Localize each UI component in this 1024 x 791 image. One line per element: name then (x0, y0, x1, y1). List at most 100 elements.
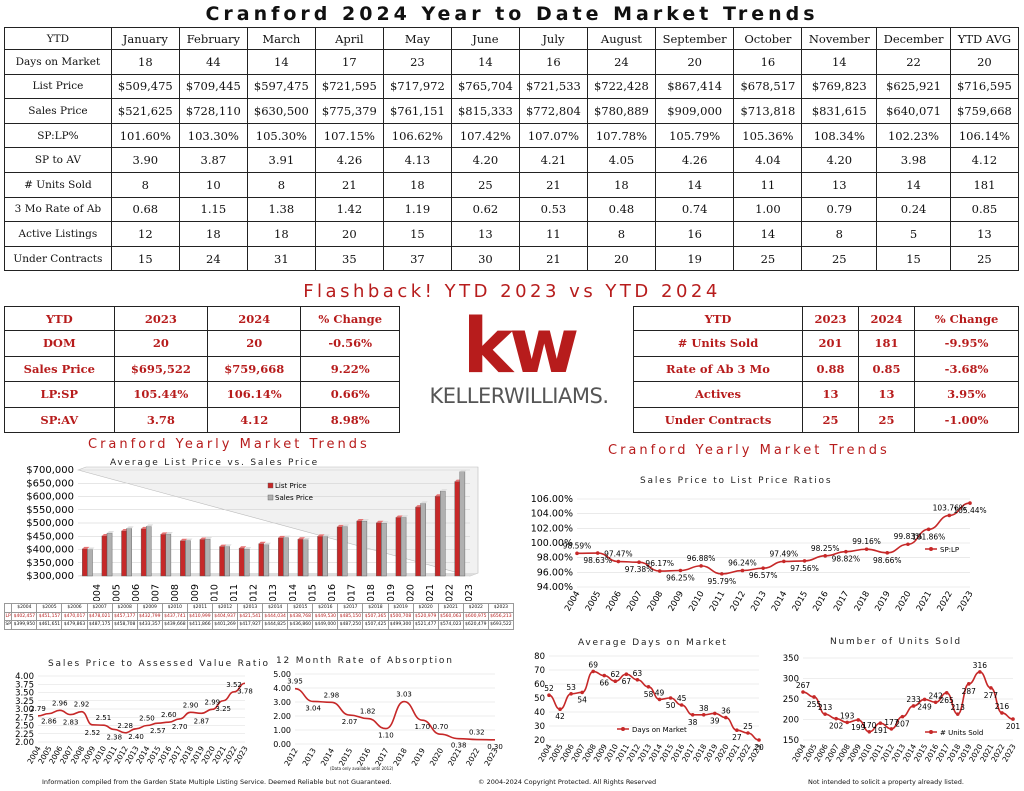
table-cell: 12 (110, 221, 180, 247)
legend-label: # Units Sold (940, 729, 983, 737)
table-cell: $709,445 (178, 73, 248, 100)
x-tick-label: 2019 (873, 590, 892, 614)
table-cell: 20 (949, 49, 1020, 75)
data-point (602, 673, 607, 678)
data-label: 2.57 (150, 727, 166, 735)
y-tick-label: 98.00% (537, 553, 573, 564)
table-cell: 19 (654, 245, 735, 272)
data-label: 98.25% (811, 544, 840, 553)
sp-cell: $499,300 (387, 620, 414, 630)
data-label: 99.16% (852, 537, 881, 546)
row-label: 3 Mo Rate of Ab (4, 196, 112, 223)
sales-price-bar (106, 532, 113, 577)
table-cell: 181 (949, 171, 1020, 198)
data-label: 96.88% (687, 554, 716, 563)
y-tick-label: $300,000 (26, 571, 74, 582)
data-point (635, 678, 640, 682)
table-cell: $759,668 (949, 98, 1020, 124)
bar-top-face (82, 546, 90, 549)
lp-row: LP $402,457 $451,157 $470,017 $478,021 $457,1… (3, 611, 515, 621)
data-label: 2.83 (63, 719, 79, 727)
list-price-bar (140, 528, 147, 577)
table-cell: 105.79% (654, 122, 735, 149)
table-cell: 25 (801, 245, 878, 272)
table-cell: $909,000 (654, 98, 735, 124)
table-cell: 15 (110, 245, 180, 272)
sales-price-bar (263, 544, 270, 577)
x-tick-label: 2005 (111, 584, 122, 601)
table-cell: 20 (207, 330, 302, 357)
sp-cell: $487,250 (337, 620, 364, 630)
list-price-bar (160, 534, 167, 577)
y-tick-label: 3.75 (15, 680, 34, 690)
year-cell: $2004 (11, 603, 38, 613)
bar-top-face (317, 534, 325, 537)
row-label: LP (3, 611, 13, 621)
sales-price-bar (361, 520, 368, 577)
table-cell: 0.24 (876, 196, 951, 223)
days-on-market-line-chart: 2030405060708020042005200620072008200920… (534, 652, 764, 764)
data-label: 207 (895, 720, 910, 729)
table-cell: 4.20 (801, 147, 878, 173)
table-header-row: YTD 2023 2024% Change (633, 306, 1019, 331)
table-cell: $722,428 (586, 73, 656, 100)
table-cell: 4.20 (450, 147, 520, 173)
x-tick-label: 2016 (355, 746, 372, 767)
data-point (867, 730, 872, 734)
data-label: 50 (666, 701, 676, 710)
column-header: July (518, 27, 588, 50)
bar-top-face (185, 538, 193, 541)
data-label: 63 (633, 669, 643, 678)
y-tick-label: 40 (534, 708, 545, 718)
data-label: 38 (688, 718, 698, 727)
ratio-chart-title: Sales Price to List Price Ratios (640, 476, 833, 486)
year-cell: $2016 (312, 603, 339, 613)
sales-price-bar (322, 536, 328, 577)
sp-cell: $507,425 (362, 620, 389, 630)
y-tick-label: 106.00% (531, 494, 573, 505)
column-header: October (733, 27, 803, 50)
table-cell: 11 (518, 221, 588, 247)
x-tick-label: 2017 (347, 584, 358, 601)
data-point (699, 564, 703, 568)
bar-top-face (322, 534, 330, 537)
bar-top-face (395, 515, 404, 518)
bar-top-face (263, 542, 271, 545)
bar-top-face (297, 537, 306, 540)
table-cell: -0.56% (300, 330, 400, 357)
table-cell: $780,889 (586, 98, 656, 124)
table-row: Under Contracts 15 24 31 35 37 30 21 20 19 25 25 15 2… (4, 245, 1020, 272)
sp-cell: $487,175 (86, 620, 113, 630)
data-label: 191 (873, 726, 888, 735)
table-cell: 15 (876, 245, 951, 272)
x-tick-label: 2020 (894, 590, 913, 614)
table-row: # Units Sold 201 181 -9.95% (633, 330, 1019, 357)
data-point (978, 670, 982, 674)
table-row: SP to AV 3.90 3.87 3.91 4.26 4.13 4.20 4.21 4.05… (4, 147, 1020, 173)
data-point (801, 690, 805, 694)
table-cell: 8.98% (300, 406, 400, 433)
data-label: 242 (928, 691, 943, 700)
data-point (740, 568, 745, 573)
table-cell: 4.04 (733, 147, 803, 173)
data-label: 49 (655, 688, 665, 697)
data-point (657, 569, 662, 573)
table-cell: $772,804 (518, 98, 588, 124)
table-cell: 1.00 (733, 196, 803, 223)
x-tick-label: 2016 (811, 590, 830, 614)
data-label: 99.83% (894, 532, 923, 541)
data-label: 66 (599, 679, 609, 688)
data-point (712, 711, 717, 716)
table-row: Under Contracts 25 25 -1.00% (633, 406, 1019, 433)
data-label: 2.90 (183, 701, 199, 709)
data-label: 0.38 (451, 742, 467, 750)
table-cell: 21 (314, 171, 384, 198)
data-point (735, 728, 739, 732)
table-cell: 1.19 (382, 196, 452, 223)
data-label: 2.70 (172, 723, 188, 731)
table-cell: 14 (876, 171, 951, 198)
column-header: August (586, 27, 656, 50)
table-cell: 15 (382, 221, 452, 247)
list-price-bar (395, 517, 402, 577)
data-point (657, 697, 662, 702)
